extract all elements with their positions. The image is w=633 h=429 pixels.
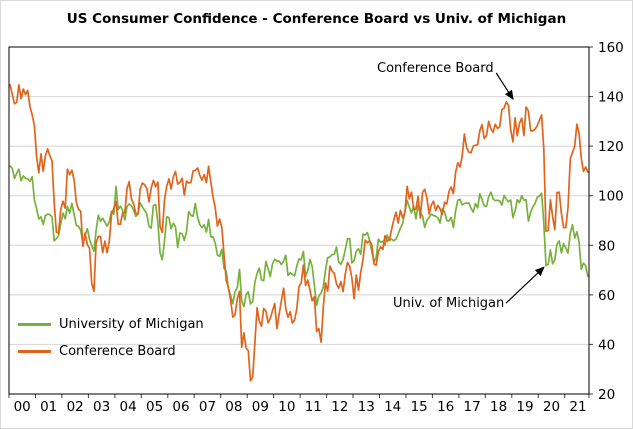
plot-border (8, 46, 590, 395)
x-tick-label: 08 (225, 399, 242, 415)
x-tick-label: 18 (490, 399, 507, 415)
legend-label-conference-board: Conference Board (59, 344, 176, 359)
x-tick-label: 15 (411, 399, 428, 415)
x-tick-label: 13 (358, 399, 375, 415)
y-tick-label: 100 (598, 189, 624, 205)
series-line-university-of-michigan (9, 165, 589, 308)
x-tick-label: 12 (331, 399, 348, 415)
annotation-conference-board: Conference Board (377, 61, 494, 76)
x-tick-label: 19 (516, 399, 533, 415)
x-tick-label: 02 (67, 399, 84, 415)
x-tick-label: 01 (40, 399, 57, 415)
y-tick-label: 160 (598, 40, 624, 56)
x-tick-label: 11 (305, 399, 322, 415)
x-axis: 00 01 02 03 04 05 06 07 08 09 10 11 12 13 14 15 16 17 18 19… (8, 394, 590, 415)
series-line-conference-board (9, 84, 589, 382)
legend-swatch-conference-board-line (18, 350, 51, 353)
x-tick-label: 16 (437, 399, 454, 415)
y-tick-label: 60 (598, 288, 615, 304)
annotation-univ-of-michigan: Univ. of Michigan (393, 296, 505, 311)
x-tick-label: 21 (569, 399, 586, 415)
x-tick-label: 03 (93, 399, 110, 415)
x-tick-label: 07 (199, 399, 216, 415)
x-tick-label: 05 (146, 399, 163, 415)
y-tick-label: 80 (598, 238, 615, 254)
chart-title: US Consumer Confidence - Conference Boar… (66, 11, 567, 27)
x-tick-label: 20 (543, 399, 560, 415)
x-tick-label: 17 (464, 399, 481, 415)
x-tick-label: 09 (252, 399, 269, 415)
y-axis: 20 40 60 80 100 120 140 160 (589, 40, 624, 403)
x-tick-label: 14 (384, 399, 401, 415)
y-tick-label: 140 (598, 90, 624, 106)
legend-label-university-of-michigan: University of Michigan (59, 317, 204, 332)
x-tick-label: 06 (172, 399, 189, 415)
annotation-arrow-1 (505, 266, 545, 304)
legend-swatch-university-of-michigan-line (18, 323, 51, 326)
x-tick-label: 04 (120, 399, 137, 415)
legend-item-conference-board: Conference Board (18, 338, 204, 365)
y-tick-label: 120 (598, 139, 624, 155)
legend: University of Michigan Conference Board (18, 311, 204, 365)
x-tick-label: 10 (278, 399, 295, 415)
x-tick-label: 00 (14, 399, 31, 415)
y-tick-label: 40 (598, 337, 615, 353)
y-tick-label: 20 (598, 387, 615, 403)
annotation-arrow-0 (495, 72, 514, 101)
legend-item-university-of-michigan: University of Michigan (18, 311, 204, 338)
